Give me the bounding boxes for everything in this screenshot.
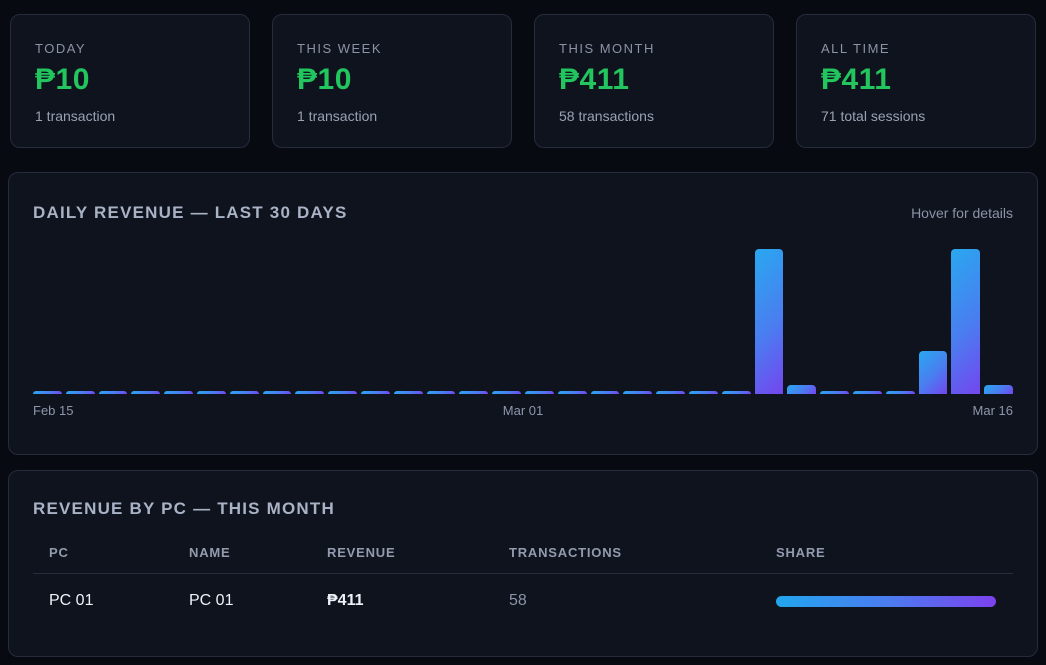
table-header-row: PC NAME REVENUE TRANSACTIONS SHARE [33,545,1013,574]
chart-bar[interactable] [295,391,325,394]
chart-panel-header: DAILY REVENUE — LAST 30 DAYS Hover for d… [33,203,1013,223]
share-bar [776,595,996,607]
column-header-revenue: REVENUE [327,545,396,560]
chart-bar[interactable] [590,391,620,394]
stat-card-today: TODAY ₱10 1 transaction [10,14,250,148]
chart-bar[interactable] [65,391,95,394]
chart-bar[interactable] [820,391,849,394]
chart-bar[interactable] [688,391,718,394]
chart-bar[interactable] [459,391,489,394]
chart-bar[interactable] [787,384,817,394]
cell-revenue: ₱411 [327,592,364,609]
chart-bar[interactable] [328,391,357,394]
stat-value: ₱10 [297,63,352,96]
x-tick-start: Feb 15 [33,403,74,418]
cell-share [776,595,1013,607]
chart-bar[interactable] [164,391,193,394]
chart-bar[interactable] [196,391,226,394]
chart-x-axis: Feb 15 Mar 01 Mar 16 [33,403,1013,418]
stat-card-this-month: THIS MONTH ₱411 58 transactions [534,14,774,148]
stat-label: ALL TIME [821,41,891,56]
cell-transactions: 58 [509,592,527,609]
column-header-share: SHARE [776,545,826,560]
chart-bar[interactable] [623,391,653,394]
chart-bar[interactable] [524,391,554,394]
table-row: PC 01 PC 01 ₱411 58 [33,574,1013,628]
chart-bar[interactable] [426,391,456,394]
x-tick-middle: Mar 01 [502,403,544,418]
stat-subtext: 1 transaction [297,108,378,124]
chart-bar[interactable] [984,384,1013,394]
table-title: REVENUE BY PC — THIS MONTH [33,499,335,518]
chart-bar[interactable] [721,391,751,394]
stat-card-all-time: ALL TIME ₱411 71 total sessions [796,14,1036,148]
chart-bar[interactable] [229,391,259,394]
chart-bar[interactable] [885,391,915,394]
stat-subtext: 1 transaction [35,108,116,124]
column-header-name: NAME [189,545,231,560]
stat-subtext: 71 total sessions [821,108,926,124]
daily-revenue-panel: DAILY REVENUE — LAST 30 DAYS Hover for d… [8,172,1038,455]
cell-name: PC 01 [189,592,234,609]
stat-label: THIS WEEK [297,41,383,56]
chart-bar[interactable] [360,391,390,394]
revenue-by-pc-panel: REVENUE BY PC — THIS MONTH PC NAME REVEN… [8,470,1038,657]
stat-subtext: 58 transactions [559,108,654,124]
chart-bar[interactable] [492,391,521,394]
stat-value: ₱411 [559,63,630,96]
chart-bar[interactable] [98,391,128,394]
chart-bar[interactable] [951,249,981,394]
chart-bar[interactable] [131,391,161,394]
hover-hint: Hover for details [911,205,1013,221]
stat-card-this-week: THIS WEEK ₱10 1 transaction [272,14,512,148]
stat-label: TODAY [35,41,87,56]
column-header-transactions: TRANSACTIONS [509,545,622,560]
chart-bar[interactable] [656,391,685,394]
chart-title: DAILY REVENUE — LAST 30 DAYS [33,203,348,222]
chart-bar[interactable] [262,391,292,394]
chart-bar[interactable] [557,391,587,394]
stat-value: ₱411 [821,63,892,96]
stats-row: TODAY ₱10 1 transaction THIS WEEK ₱10 1 … [0,0,1046,148]
chart-bar[interactable] [33,391,62,394]
cell-pc: PC 01 [49,592,94,609]
chart-bar[interactable] [852,391,882,394]
stat-label: THIS MONTH [559,41,655,56]
chart-bar[interactable] [393,391,423,394]
column-header-pc: PC [49,545,69,560]
stat-value: ₱10 [35,63,90,96]
chart-bar[interactable] [918,350,948,394]
bar-chart-area [33,249,1013,394]
x-tick-end: Mar 16 [972,403,1013,418]
chart-bar[interactable] [754,249,784,394]
